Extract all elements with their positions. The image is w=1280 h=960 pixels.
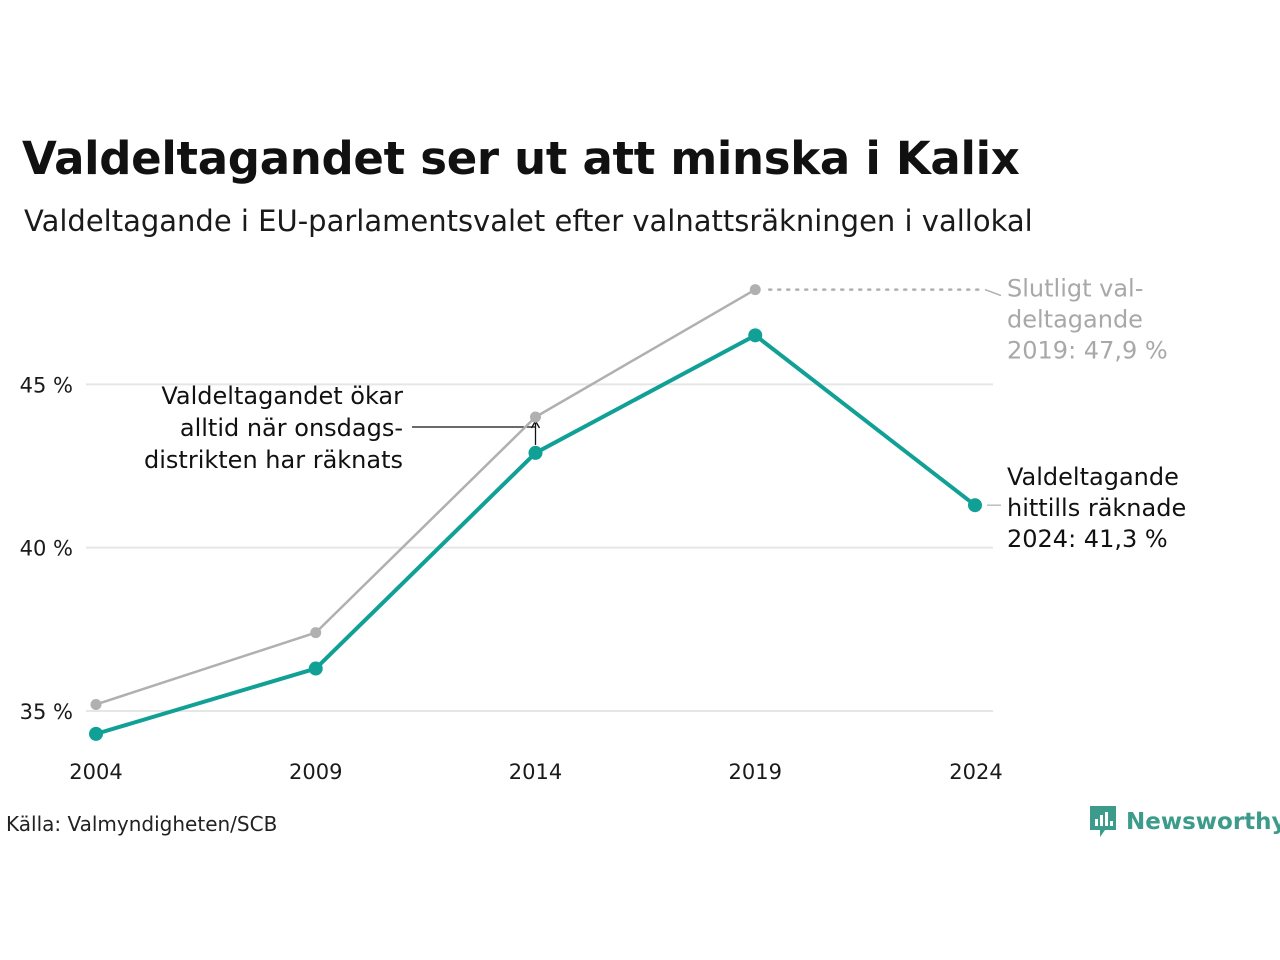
annotation-final-2019-line-2: 2019: 47,9 % xyxy=(1007,337,1168,365)
brand-logo: Newsworthy xyxy=(1088,804,1280,840)
y-tick-label-45: 45 % xyxy=(20,373,73,397)
point-election_night-2009 xyxy=(308,661,323,676)
y-tick-label-40: 40 % xyxy=(20,537,73,561)
chart-title: Valdeltagandet ser ut att minska i Kalix xyxy=(22,132,1020,185)
x-tick-label-2009: 2009 xyxy=(289,760,342,784)
x-tick-label-2019: 2019 xyxy=(729,760,782,784)
brand-name: Newsworthy xyxy=(1126,809,1280,835)
point-final-2009 xyxy=(310,627,322,639)
newsworthy-logo-icon xyxy=(1090,806,1116,837)
point-election_night-2004 xyxy=(89,726,103,741)
point-final-2019 xyxy=(749,284,761,296)
source-note: Källa: Valmyndigheten/SCB xyxy=(6,812,278,836)
point-final-2004 xyxy=(90,698,102,710)
annotation-final-2019-line-0: Slutligt val- xyxy=(1007,275,1143,303)
annotation-wednesday-line-1: alltid när onsdags- xyxy=(180,414,403,442)
x-tick-label-2014: 2014 xyxy=(509,760,562,784)
point-election_night-2019 xyxy=(748,328,763,343)
point-election_night-2014 xyxy=(528,445,543,460)
point-final-2014 xyxy=(530,411,541,423)
annotation-final-2019-line-1: deltagande xyxy=(1007,306,1143,334)
annotation-current-2024-line-2: 2024: 41,3 % xyxy=(1007,525,1168,553)
point-election_night-2024 xyxy=(968,498,982,513)
annotation-current-2024-line-1: hittills räknade xyxy=(1007,494,1186,522)
annotation-wednesday-line-2: distrikten har räknats xyxy=(144,446,403,474)
final-2019-leader-tick xyxy=(984,288,1002,297)
annotation-current-2024-line-0: Valdeltagande xyxy=(1007,463,1179,491)
series-line-final xyxy=(95,288,756,706)
annotation-wednesday-line-0: Valdeltagandet ökar xyxy=(161,382,403,410)
x-tick-label-2024: 2024 xyxy=(949,760,1002,784)
chart-subtitle: Valdeltagande i EU-parlamentsvalet efter… xyxy=(24,204,1033,238)
y-tick-label-35: 35 % xyxy=(20,700,73,724)
x-tick-label-2004: 2004 xyxy=(69,760,122,784)
